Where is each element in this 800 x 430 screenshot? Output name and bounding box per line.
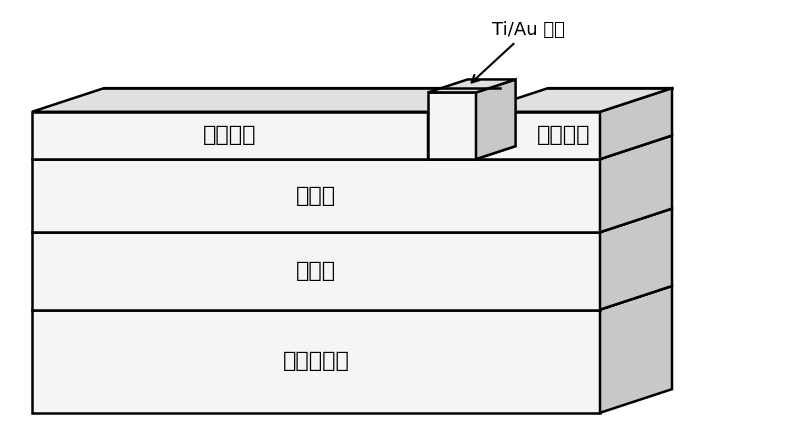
Polygon shape <box>32 112 428 159</box>
Polygon shape <box>600 286 672 413</box>
Polygon shape <box>32 286 672 310</box>
Polygon shape <box>32 209 672 232</box>
Text: Ti/Au 标记: Ti/Au 标记 <box>471 21 565 83</box>
Polygon shape <box>428 146 516 159</box>
Text: 二氧化硅: 二氧化硅 <box>537 126 590 145</box>
Polygon shape <box>600 209 672 310</box>
Polygon shape <box>476 88 672 112</box>
Polygon shape <box>32 232 600 310</box>
Polygon shape <box>476 112 600 159</box>
Text: 氮化镓: 氮化镓 <box>296 261 336 281</box>
Polygon shape <box>428 92 476 159</box>
Polygon shape <box>600 88 672 159</box>
Polygon shape <box>32 310 600 413</box>
Polygon shape <box>476 80 516 159</box>
Text: 蓝宝石衬底: 蓝宝石衬底 <box>282 351 350 371</box>
Polygon shape <box>600 135 672 232</box>
Polygon shape <box>32 159 600 232</box>
Text: 铝镓氮: 铝镓氮 <box>296 186 336 206</box>
Text: 二氧化硅: 二氧化硅 <box>203 126 257 145</box>
Polygon shape <box>428 80 516 92</box>
Polygon shape <box>428 88 500 159</box>
Polygon shape <box>32 88 500 112</box>
Polygon shape <box>32 135 672 159</box>
